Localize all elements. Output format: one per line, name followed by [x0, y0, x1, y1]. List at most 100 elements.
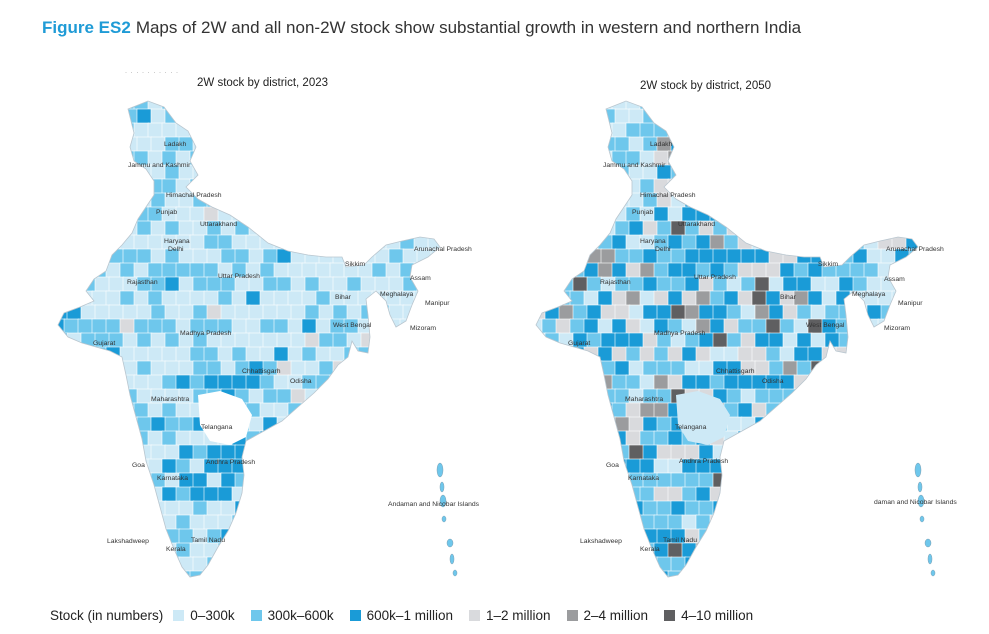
district-cell — [150, 416, 167, 433]
district-cell — [385, 206, 402, 223]
district-cell — [290, 444, 307, 461]
district-cell — [357, 542, 374, 559]
state-label: Gujarat — [568, 340, 591, 347]
district-cell — [628, 444, 645, 461]
district-cell — [66, 500, 83, 517]
district-cell — [262, 276, 279, 293]
district-cell — [754, 556, 771, 573]
district-cell — [611, 570, 628, 577]
district-cell — [740, 192, 757, 209]
district-cell — [332, 416, 349, 433]
district-cell — [740, 500, 757, 517]
district-cell — [329, 206, 346, 223]
district-cell — [880, 108, 897, 125]
district-cell — [58, 276, 69, 293]
district-cell — [667, 486, 684, 503]
district-cell — [698, 164, 715, 181]
district-cell — [175, 101, 192, 111]
district-cell — [536, 360, 547, 377]
district-cell — [779, 402, 796, 419]
district-cell — [374, 444, 391, 461]
district-cell — [63, 570, 80, 577]
district-cell — [807, 402, 824, 419]
district-cell — [417, 585, 432, 595]
district-cell — [231, 101, 248, 111]
district-cell — [583, 542, 600, 559]
district-cell — [315, 234, 332, 251]
district-cell — [807, 346, 824, 363]
district-cell — [259, 178, 276, 195]
district-cell — [273, 458, 290, 475]
district-cell — [361, 585, 376, 595]
district-cell — [360, 556, 377, 573]
district-cell — [797, 585, 812, 595]
district-cell — [877, 178, 894, 195]
district-cell — [374, 192, 391, 209]
district-cell — [894, 136, 911, 153]
district-cell — [793, 206, 810, 223]
district-cell — [877, 101, 894, 111]
district-cell — [234, 248, 251, 265]
legend-item-2-4m: 2–4 million — [566, 608, 648, 623]
district-cell — [544, 388, 561, 405]
district-cell — [536, 234, 544, 251]
district-cell — [77, 374, 94, 391]
district-cell — [698, 472, 715, 489]
district-cell — [923, 221, 938, 236]
district-cell — [625, 290, 642, 307]
state-label: West Bengal — [806, 322, 845, 329]
district-cell — [754, 304, 771, 321]
district-cell — [63, 206, 80, 223]
district-cell — [740, 164, 757, 181]
district-cell — [203, 346, 220, 363]
district-cell — [726, 192, 743, 209]
district-cell — [586, 472, 603, 489]
district-cell — [737, 374, 754, 391]
district-cell — [332, 304, 349, 321]
district-cell — [852, 556, 869, 573]
district-cell — [234, 304, 251, 321]
district-cell — [695, 101, 712, 111]
district-cell — [273, 570, 290, 577]
district-cell — [821, 101, 838, 111]
district-cell — [835, 178, 852, 195]
district-cell — [315, 206, 332, 223]
state-label: Lakshadweep — [107, 538, 149, 545]
district-cell — [737, 514, 754, 531]
district-cell — [737, 262, 754, 279]
district-cell — [91, 542, 108, 559]
map-title-2050: 2W stock by district, 2050 — [640, 80, 772, 92]
district-cell — [66, 332, 83, 349]
district-cell — [558, 556, 575, 573]
district-cell — [315, 486, 332, 503]
district-cell — [670, 556, 687, 573]
legend-label: 0–300k — [190, 607, 235, 623]
district-cell — [343, 542, 360, 559]
district-cell — [217, 542, 234, 559]
district-cell — [908, 444, 918, 461]
district-cell — [726, 248, 743, 265]
district-cell — [824, 220, 841, 237]
district-cell — [614, 500, 631, 517]
district-cell — [315, 514, 332, 531]
district-cell — [810, 528, 827, 545]
district-cell — [681, 150, 698, 167]
district-cell — [821, 374, 838, 391]
district-cell — [375, 585, 390, 595]
india-map-2023 — [57, 100, 458, 595]
district-cell — [427, 514, 440, 531]
district-cell — [597, 178, 614, 195]
district-cell — [416, 360, 433, 377]
district-cell — [248, 304, 265, 321]
district-cell — [360, 136, 377, 153]
district-cell — [94, 136, 111, 153]
district-cell — [667, 514, 684, 531]
district-cell — [231, 486, 248, 503]
district-cell — [66, 528, 83, 545]
district-cell — [709, 150, 726, 167]
district-cell — [810, 444, 827, 461]
district-cell — [192, 248, 209, 265]
district-cell — [905, 514, 918, 531]
district-cell — [385, 402, 402, 419]
district-cell — [402, 556, 419, 573]
